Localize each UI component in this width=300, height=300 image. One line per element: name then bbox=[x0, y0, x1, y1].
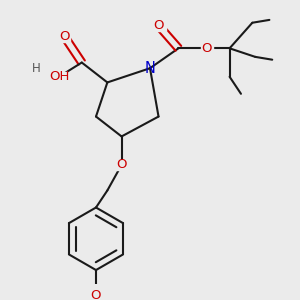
Bar bbox=[152, 21, 166, 31]
Bar bbox=[116, 160, 127, 170]
Bar bbox=[201, 43, 212, 53]
Text: O: O bbox=[59, 31, 70, 44]
Bar bbox=[59, 32, 70, 42]
Text: H: H bbox=[32, 62, 41, 75]
Text: O: O bbox=[153, 19, 164, 32]
Text: O: O bbox=[91, 289, 101, 300]
Text: N: N bbox=[145, 61, 155, 76]
Bar bbox=[51, 72, 67, 82]
Text: O: O bbox=[116, 158, 127, 171]
Text: OH: OH bbox=[49, 70, 69, 83]
Text: O: O bbox=[202, 42, 212, 55]
Bar bbox=[90, 291, 102, 300]
